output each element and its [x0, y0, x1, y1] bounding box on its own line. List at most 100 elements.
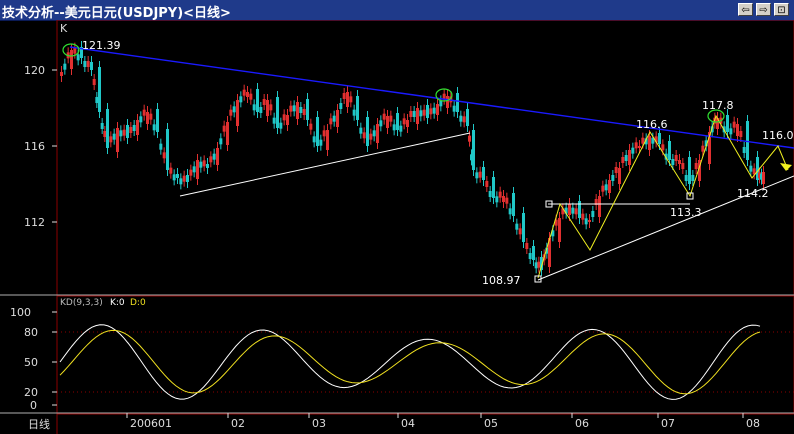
kd-tick-20: 20 — [24, 386, 38, 399]
price-tick-116: 116 — [24, 140, 45, 153]
candle-body — [76, 54, 80, 61]
candle-body — [92, 79, 96, 85]
candle-body — [654, 136, 658, 143]
candle-body — [641, 137, 645, 144]
candle-body — [362, 132, 366, 139]
candle-body — [309, 123, 313, 130]
candle-body — [226, 122, 229, 145]
candle-body — [166, 129, 169, 170]
marker-circle — [707, 109, 725, 123]
candle-body — [568, 204, 571, 215]
candle-body — [182, 175, 186, 182]
candle-body — [386, 116, 389, 128]
marker-circle — [435, 88, 453, 102]
candle-body — [726, 115, 729, 132]
candle-body — [684, 175, 688, 181]
candle-body — [492, 177, 495, 198]
candle-body — [478, 171, 482, 178]
candle-body — [179, 178, 183, 185]
marker-circle — [62, 43, 80, 57]
candle-body — [459, 115, 463, 122]
candle-body — [116, 128, 119, 152]
kd-axis: 100 80 50 20 0 — [10, 306, 57, 412]
candle-body — [222, 125, 226, 132]
candle-body — [522, 213, 525, 242]
candle-body — [452, 105, 456, 112]
candle-body — [236, 100, 239, 126]
kd-tick-80: 80 — [24, 326, 38, 339]
candle-body — [209, 156, 213, 163]
candle-body — [152, 124, 156, 131]
kd-tick-0: 0 — [30, 399, 37, 412]
month-label: 04 — [401, 417, 415, 430]
support-trendline-2 — [537, 175, 794, 281]
candle-body — [169, 167, 173, 174]
candle-body — [256, 89, 259, 112]
candle-body — [746, 121, 749, 160]
candle-body — [186, 175, 189, 182]
candle-body — [708, 132, 711, 164]
candle-body — [149, 113, 153, 120]
kd-legend-d: D:0 — [130, 298, 146, 308]
candle-body — [399, 125, 403, 132]
forward-button[interactable]: ⇨ — [756, 3, 771, 16]
candle-body — [644, 138, 648, 145]
candle-body — [482, 167, 485, 180]
candle-body — [176, 174, 179, 178]
candle-body — [322, 130, 326, 137]
candle-body — [688, 157, 691, 184]
candle-body — [396, 113, 399, 130]
candle-body — [139, 116, 143, 123]
candle-body — [631, 147, 635, 154]
candle-body — [202, 160, 206, 167]
candle-body — [416, 108, 419, 124]
resistance-trendline — [69, 46, 794, 149]
candle-body — [129, 127, 133, 133]
candle-body — [621, 157, 625, 163]
chart-area[interactable]: K 120 116 112 121.39 116.6 117.8 108.97 … — [0, 20, 794, 434]
candle-body — [518, 228, 522, 235]
candle-body — [192, 166, 196, 173]
candle-body — [282, 114, 286, 121]
time-axis: 200601 02 03 04 05 06 07 08 — [126, 413, 760, 430]
label-peak-117-8: 117.8 — [702, 99, 734, 112]
candle-body — [446, 96, 449, 108]
marker-square — [545, 200, 553, 208]
candle-body — [279, 122, 283, 129]
target-arrow — [780, 163, 792, 171]
label-target-116: 116.0 — [762, 129, 794, 142]
candle-body — [326, 130, 329, 150]
candle-body — [312, 136, 316, 143]
candle-body — [762, 172, 765, 184]
candle-body — [316, 117, 319, 146]
candle-body — [189, 169, 193, 176]
candle-body — [289, 105, 293, 112]
candle-body — [449, 96, 453, 103]
candle-body — [60, 72, 63, 76]
back-button[interactable]: ⇦ — [738, 3, 753, 16]
candle-body — [624, 155, 628, 161]
candle-body — [156, 109, 159, 132]
candle-body — [356, 96, 359, 120]
candle-body — [540, 257, 543, 270]
candle-body — [219, 138, 223, 145]
corner-label: K — [60, 22, 68, 35]
candle-body — [628, 150, 631, 165]
candle-body — [382, 113, 386, 120]
candle-body — [306, 99, 309, 120]
candle-body — [172, 174, 176, 181]
candle-body — [239, 96, 243, 103]
candle-body — [406, 120, 409, 127]
candle-body — [704, 140, 708, 147]
candle-body — [63, 63, 67, 70]
candle-body — [584, 218, 588, 225]
candle-body — [352, 109, 356, 116]
candle-body — [389, 115, 393, 122]
maximize-button[interactable]: ⊡ — [774, 3, 789, 16]
candle-body — [456, 93, 459, 112]
candle-body — [95, 97, 99, 103]
candle-body — [515, 223, 519, 230]
candle-body — [502, 196, 505, 202]
candle-body — [554, 219, 558, 226]
candle-body — [442, 93, 446, 100]
